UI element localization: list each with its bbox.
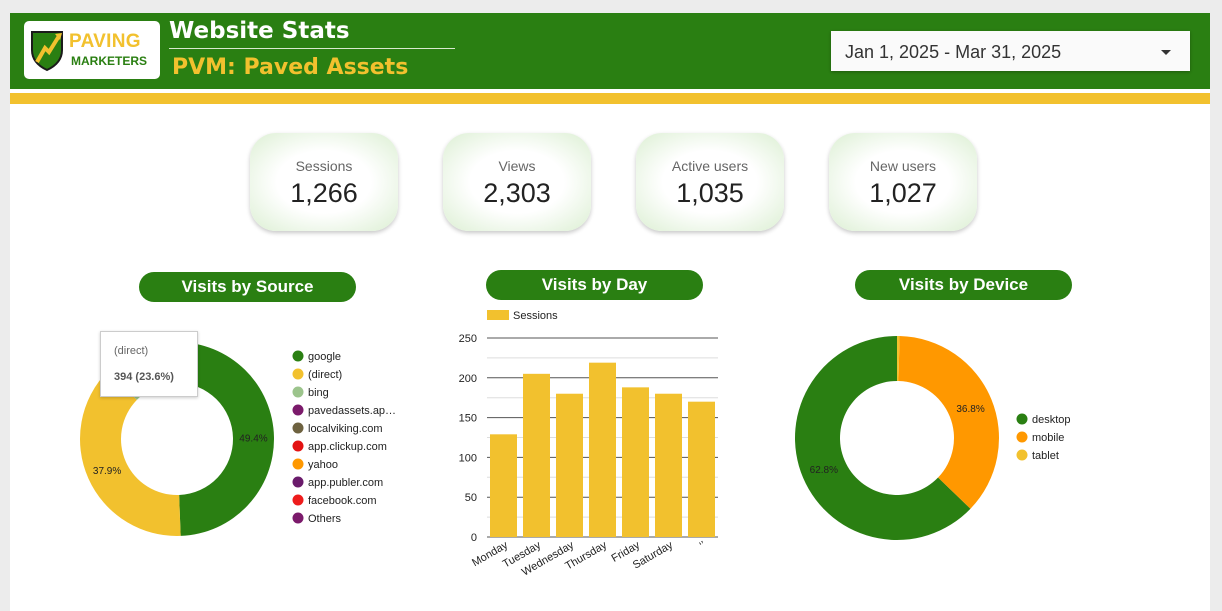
legend-label-mobile[interactable]: mobile <box>1032 432 1064 444</box>
bar-friday[interactable] <box>622 387 649 537</box>
legend-marker-sessions[interactable] <box>487 310 509 320</box>
slice-data-label: 62.8% <box>810 465 838 476</box>
legend-label-google[interactable]: google <box>308 351 341 363</box>
logo-text-marketers: MARKETERS <box>71 54 148 68</box>
kpi-value: 2,303 <box>483 178 551 208</box>
y-tick-label: 150 <box>459 413 477 425</box>
legend-label-app-publer-com[interactable]: app.publer.com <box>308 477 383 489</box>
kpi-value: 1,266 <box>290 178 358 208</box>
tooltip-value: 394 (23.6%) <box>114 371 174 383</box>
dashboard-page: PAVING MARKETERS Website Stats PVM: Pave… <box>10 13 1210 611</box>
bar-saturday[interactable] <box>655 393 682 537</box>
dashboard-subtitle: PVM: Paved Assets <box>172 55 409 80</box>
day-chart-title: Visits by Day <box>486 270 703 300</box>
legend-label-desktop[interactable]: desktop <box>1032 414 1071 426</box>
legend-label-sessions[interactable]: Sessions <box>513 310 558 322</box>
source-chart-title: Visits by Source <box>139 272 356 302</box>
legend-marker-others[interactable] <box>292 512 304 524</box>
pie-slice-desktop[interactable] <box>795 336 971 541</box>
slice-data-label: 36.8% <box>956 404 984 415</box>
bar-monday[interactable] <box>490 434 517 537</box>
kpi-value: 1,027 <box>869 178 937 208</box>
legend-label-facebook-com[interactable]: facebook.com <box>308 495 376 507</box>
legend-label-pavedassets-ap[interactable]: pavedassets.ap… <box>308 405 396 417</box>
y-tick-label: 100 <box>459 452 477 464</box>
y-tick-label: 200 <box>459 373 477 385</box>
y-tick-label: 250 <box>459 333 477 345</box>
legend-marker-facebook-com[interactable] <box>292 494 304 506</box>
bar-thursday[interactable] <box>589 362 616 537</box>
device-chart-title: Visits by Device <box>855 270 1072 300</box>
legend-marker-bing[interactable] <box>292 386 304 398</box>
y-tick-label: 50 <box>465 492 477 504</box>
x-tick-label: ‘’ <box>698 539 708 552</box>
chart-tooltip: (direct) 394 (23.6%) <box>100 331 198 397</box>
legend-marker-yahoo[interactable] <box>292 458 304 470</box>
legend-marker-mobile[interactable] <box>1016 431 1028 443</box>
legend-marker-direct[interactable] <box>292 368 304 380</box>
pie-slice-mobile[interactable] <box>898 336 999 509</box>
header-bar: PAVING MARKETERS Website Stats PVM: Pave… <box>10 13 1210 89</box>
y-tick-label: 0 <box>471 532 477 544</box>
legend-label-others[interactable]: Others <box>308 513 342 525</box>
legend-marker-tablet[interactable] <box>1016 449 1028 461</box>
legend-label-direct[interactable]: (direct) <box>308 369 342 381</box>
legend-label-app-clickup-com[interactable]: app.clickup.com <box>308 441 387 453</box>
dashboard-title: Website Stats <box>169 18 350 44</box>
kpi-card-sessions: Sessions 1,266 <box>250 133 398 231</box>
legend-label-bing[interactable]: bing <box>308 387 329 399</box>
shield-logo-icon <box>31 31 63 72</box>
date-range-value: Jan 1, 2025 - Mar 31, 2025 <box>845 42 1062 62</box>
legend-marker-desktop[interactable] <box>1016 413 1028 425</box>
legend-marker-app-clickup-com[interactable] <box>292 440 304 452</box>
kpi-label: New users <box>869 158 937 174</box>
title-divider <box>169 48 455 49</box>
pie-slice-direct[interactable] <box>79 371 181 536</box>
kpi-card-active-users: Active users 1,035 <box>636 133 784 231</box>
kpi-card-views: Views 2,303 <box>443 133 591 231</box>
legend-marker-google[interactable] <box>292 350 304 362</box>
slice-data-label: 49.4% <box>239 434 267 445</box>
pie-slice-tablet[interactable] <box>897 336 900 382</box>
accent-band <box>10 93 1210 104</box>
legend-label-yahoo[interactable]: yahoo <box>308 459 338 471</box>
legend-marker-pavedassets-ap[interactable] <box>292 404 304 416</box>
bar-sunday[interactable] <box>688 401 715 537</box>
tooltip-label: (direct) <box>114 345 149 357</box>
kpi-label: Views <box>498 158 536 174</box>
kpi-card-new-users: New users 1,027 <box>829 133 977 231</box>
slice-data-label: 37.9% <box>93 466 121 477</box>
kpi-value: 1,035 <box>676 178 744 208</box>
date-range-picker[interactable]: Jan 1, 2025 - Mar 31, 2025 <box>831 31 1190 71</box>
chevron-down-icon[interactable] <box>1161 50 1171 55</box>
legend-marker-app-publer-com[interactable] <box>292 476 304 488</box>
kpi-label: Sessions <box>295 158 353 174</box>
company-logo: PAVING MARKETERS <box>24 21 160 79</box>
legend-label-tablet[interactable]: tablet <box>1032 450 1059 462</box>
pie-slice-google[interactable] <box>177 342 275 536</box>
logo-text-paving: PAVING <box>69 31 141 52</box>
kpi-label: Active users <box>671 158 749 174</box>
legend-label-localviking-com[interactable]: localviking.com <box>308 423 383 435</box>
legend-marker-localviking-com[interactable] <box>292 422 304 434</box>
bar-wednesday[interactable] <box>556 393 583 537</box>
bar-tuesday[interactable] <box>523 373 550 537</box>
charts-canvas: 49.4% 37.9% google (direct) bing pavedassets.… <box>79 310 1071 579</box>
